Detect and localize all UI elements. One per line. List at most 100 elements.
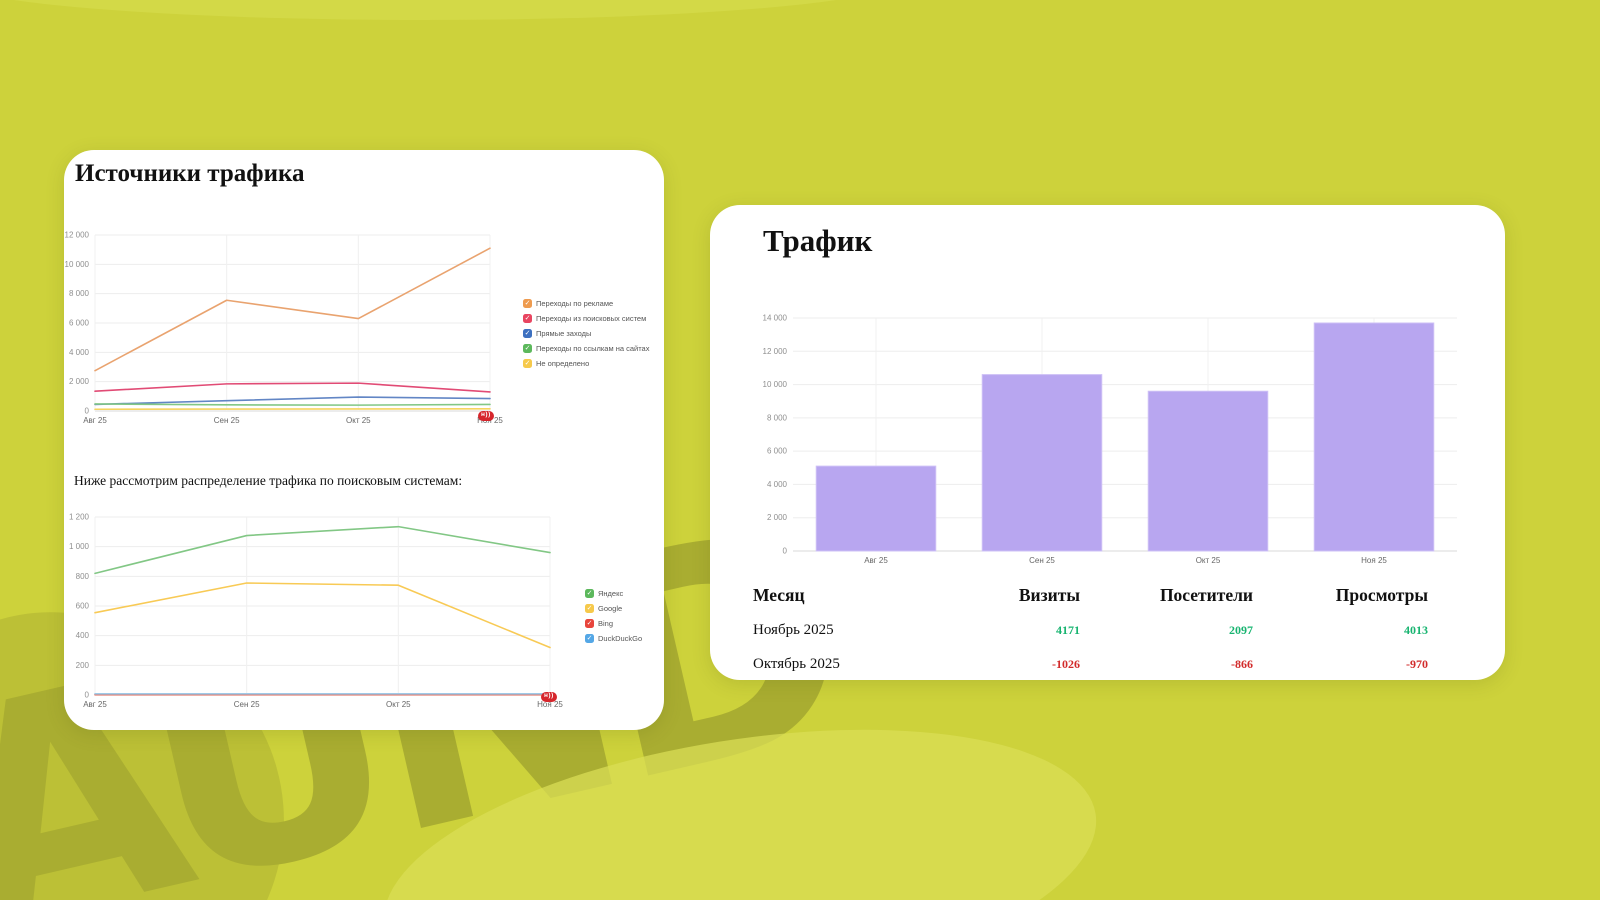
svg-text:1 000: 1 000	[69, 542, 90, 551]
svg-text:0: 0	[783, 547, 788, 556]
legend-label: Переходы по ссылкам на сайтах	[536, 343, 650, 353]
svg-text:2 000: 2 000	[69, 377, 90, 386]
series-line-1	[94, 582, 551, 649]
metrika-logo-icon: н))	[478, 411, 494, 421]
legend-checkbox-icon[interactable]: ✓	[523, 313, 532, 323]
svg-text:10 000: 10 000	[65, 260, 90, 269]
traffic-card: Трафик 0 2 000 4 000 6 000 8 000 10 000 12 000…	[710, 205, 1505, 680]
traffic-sources-title: Источники трафика	[75, 160, 305, 187]
table-row: Ноябрь 2025 4171 2097 4013	[753, 613, 1428, 647]
legend-checkbox-icon[interactable]: ✓	[523, 358, 532, 368]
traffic-sources-line-chart[interactable]: 0 2 000 4 000 6 000 8 000 10 000 12 000 Авг 25 С…	[65, 230, 572, 430]
svg-text:1 200: 1 200	[69, 513, 90, 522]
svg-text:Сен 25: Сен 25	[234, 700, 260, 709]
svg-text:Авг 25: Авг 25	[83, 416, 107, 425]
series-line-2	[94, 396, 491, 406]
legend-item-0[interactable]: ✓ Переходы по рекламе	[523, 298, 649, 308]
delta-cell: -866	[1231, 656, 1253, 671]
legend-label: Не определено	[536, 358, 590, 368]
delta-cell: 2097	[1229, 622, 1253, 637]
bar-Авг 25[interactable]	[815, 465, 937, 552]
search-engines-legend: ✓ Яндекс ✓ Google ✓ Bing ✓ DuckDuckGo	[585, 588, 642, 643]
legend-label: Яндекс	[598, 588, 624, 598]
svg-text:Ноя 25: Ноя 25	[1361, 556, 1387, 565]
table-header-3: Просмотры	[1335, 584, 1428, 605]
svg-text:6 000: 6 000	[69, 319, 90, 328]
traffic-sources-plot: 0 2 000 4 000 6 000 8 000 10 000 12 000 Авг 25 С…	[65, 231, 504, 426]
svg-text:6 000: 6 000	[767, 447, 788, 456]
series-line-0	[94, 247, 491, 372]
bar-Ноя 25[interactable]	[1313, 322, 1435, 552]
traffic-title: Трафик	[763, 223, 873, 258]
table-header-2: Посетители	[1159, 584, 1253, 605]
background-blob-top	[0, 0, 900, 20]
svg-text:8 000: 8 000	[767, 413, 788, 422]
traffic-bar-plot: 0 2 000 4 000 6 000 8 000 10 000 12 000 14 000 А…	[763, 314, 1457, 565]
legend-item-3[interactable]: ✓ Переходы по ссылкам на сайтах	[523, 343, 649, 353]
delta-cell: 4013	[1404, 622, 1428, 637]
legend-checkbox-icon[interactable]: ✓	[585, 588, 594, 598]
traffic-sources-legend: ✓ Переходы по рекламе ✓ Переходы из поисков…	[523, 298, 649, 368]
svg-text:Ноя 25: Ноя 25	[477, 416, 503, 425]
search-engines-line-chart[interactable]: 0 200 400 600 800 1 000 1 200 Авг 25 Сен 25 Окт 2…	[69, 510, 632, 710]
svg-text:400: 400	[76, 631, 90, 640]
legend-checkbox-icon[interactable]: ✓	[523, 343, 532, 353]
legend-item-1[interactable]: ✓ Переходы из поисковых систем	[523, 313, 649, 323]
svg-text:14 000: 14 000	[763, 314, 788, 323]
table-header-row: Месяц Визиты Посетители Просмотры	[753, 577, 1428, 613]
svg-text:200: 200	[76, 661, 90, 670]
svg-text:4 000: 4 000	[69, 348, 90, 357]
legend-checkbox-icon[interactable]: ✓	[585, 618, 594, 628]
svg-text:0: 0	[85, 407, 90, 416]
legend-label: DuckDuckGo	[598, 633, 643, 643]
table-row: Октябрь 2025 -1026 -866 -970	[753, 647, 1428, 681]
traffic-sources-card: Источники трафика 0 2 000 4 000 6 000 8 000 1…	[64, 150, 664, 730]
metrika-logo-icon: н))	[541, 692, 557, 702]
svg-text:4 000: 4 000	[767, 480, 788, 489]
series-line-3	[94, 403, 491, 406]
svg-text:Авг 25: Авг 25	[864, 556, 888, 565]
legend-checkbox-icon[interactable]: ✓	[523, 328, 532, 338]
legend-label: Переходы по рекламе	[536, 298, 614, 308]
svg-text:12 000: 12 000	[65, 231, 90, 240]
svg-text:Ноя 25: Ноя 25	[537, 700, 563, 709]
legend-item-2[interactable]: ✓ Bing	[585, 618, 642, 628]
svg-text:0: 0	[85, 691, 90, 700]
delta-cell: 4171	[1056, 622, 1080, 637]
delta-cell: -970	[1406, 656, 1428, 671]
svg-text:Авг 25: Авг 25	[83, 700, 107, 709]
svg-text:800: 800	[76, 572, 90, 581]
legend-checkbox-icon[interactable]: ✓	[585, 633, 594, 643]
bar-Окт 25[interactable]	[1147, 390, 1269, 552]
svg-text:8 000: 8 000	[69, 289, 90, 298]
svg-text:Сен 25: Сен 25	[1029, 556, 1055, 565]
legend-checkbox-icon[interactable]: ✓	[523, 298, 532, 308]
legend-item-1[interactable]: ✓ Google	[585, 603, 642, 613]
search-engines-plot: 0 200 400 600 800 1 000 1 200 Авг 25 Сен 25 Окт 2…	[69, 513, 563, 710]
svg-text:Сен 25: Сен 25	[214, 416, 240, 425]
bar-Сен 25[interactable]	[981, 374, 1103, 552]
traffic-bar-chart[interactable]: 0 2 000 4 000 6 000 8 000 10 000 12 000 14 000 А…	[750, 300, 1480, 570]
month-cell: Октябрь 2025	[753, 655, 840, 672]
svg-text:Окт 25: Окт 25	[1196, 556, 1221, 565]
legend-item-3[interactable]: ✓ DuckDuckGo	[585, 633, 642, 643]
delta-cell: -1026	[1052, 656, 1080, 671]
legend-label: Прямые заходы	[536, 328, 592, 338]
legend-label: Переходы из поисковых систем	[536, 313, 647, 323]
svg-text:12 000: 12 000	[763, 347, 788, 356]
legend-item-4[interactable]: ✓ Не определено	[523, 358, 649, 368]
legend-item-2[interactable]: ✓ Прямые заходы	[523, 328, 649, 338]
legend-item-0[interactable]: ✓ Яндекс	[585, 588, 642, 598]
svg-text:600: 600	[76, 602, 90, 611]
table-header-1: Визиты	[1018, 584, 1080, 605]
svg-text:10 000: 10 000	[763, 380, 788, 389]
series-line-0	[94, 525, 551, 575]
traffic-delta-table: Месяц Визиты Посетители Просмотры Ноябрь 20…	[753, 577, 1428, 681]
svg-text:Окт 25: Окт 25	[386, 700, 411, 709]
svg-text:2 000: 2 000	[767, 513, 788, 522]
legend-checkbox-icon[interactable]: ✓	[585, 603, 594, 613]
month-cell: Ноябрь 2025	[753, 621, 834, 638]
search-engines-caption: Ниже рассмотрим распределение трафика по…	[74, 473, 463, 488]
gridlines-and-ticks: 0 2 000 4 000 6 000 8 000 10 000 12 000 Авг 25 С…	[65, 231, 504, 426]
